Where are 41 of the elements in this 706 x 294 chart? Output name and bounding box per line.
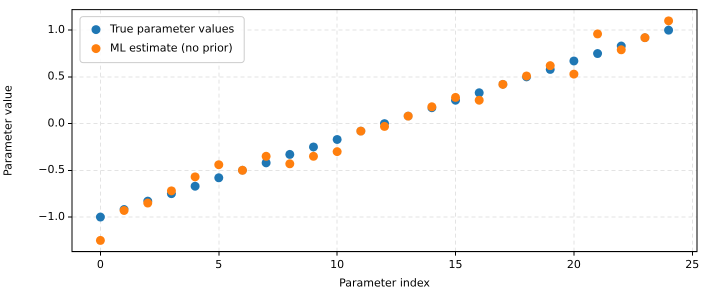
point: [593, 49, 602, 58]
point: [451, 92, 460, 102]
x-tick-label: 0: [96, 258, 104, 272]
x-tick-label: 5: [215, 258, 222, 272]
point: [96, 236, 105, 245]
point: [546, 61, 555, 70]
point: [166, 186, 176, 196]
point: [474, 88, 484, 98]
point: [285, 159, 294, 168]
y-tick-label: 0.5: [48, 70, 65, 83]
point: [569, 56, 578, 66]
x-axis-title: Parameter index: [339, 276, 430, 290]
x-tick-label: 15: [448, 258, 463, 272]
point: [332, 134, 342, 144]
point: [593, 29, 602, 38]
point: [616, 45, 626, 54]
point: [664, 26, 674, 35]
legend-label: True parameter values: [109, 22, 234, 36]
point: [214, 173, 224, 182]
legend-label: ML estimate (no prior): [110, 41, 233, 54]
point: [380, 122, 389, 131]
point: [96, 212, 105, 222]
y-tick-label: −0.5: [38, 163, 65, 176]
point: [474, 96, 484, 105]
y-tick-label: −1.0: [38, 210, 65, 223]
point: [308, 142, 318, 152]
point: [214, 160, 224, 170]
point: [285, 150, 294, 159]
y-tick-label: 1.0: [48, 23, 65, 36]
point: [190, 172, 200, 182]
point: [569, 70, 578, 79]
y-tick-label: 0.0: [48, 116, 65, 130]
point: [190, 182, 200, 191]
x-tick-label: 20: [566, 258, 581, 272]
x-tick-label: 25: [685, 258, 700, 272]
point: [332, 147, 342, 156]
point: [308, 152, 318, 161]
point: [262, 152, 271, 161]
point: [664, 16, 674, 26]
x-tick-label: 10: [330, 258, 344, 272]
y-axis-title: Parameter value: [1, 84, 14, 176]
